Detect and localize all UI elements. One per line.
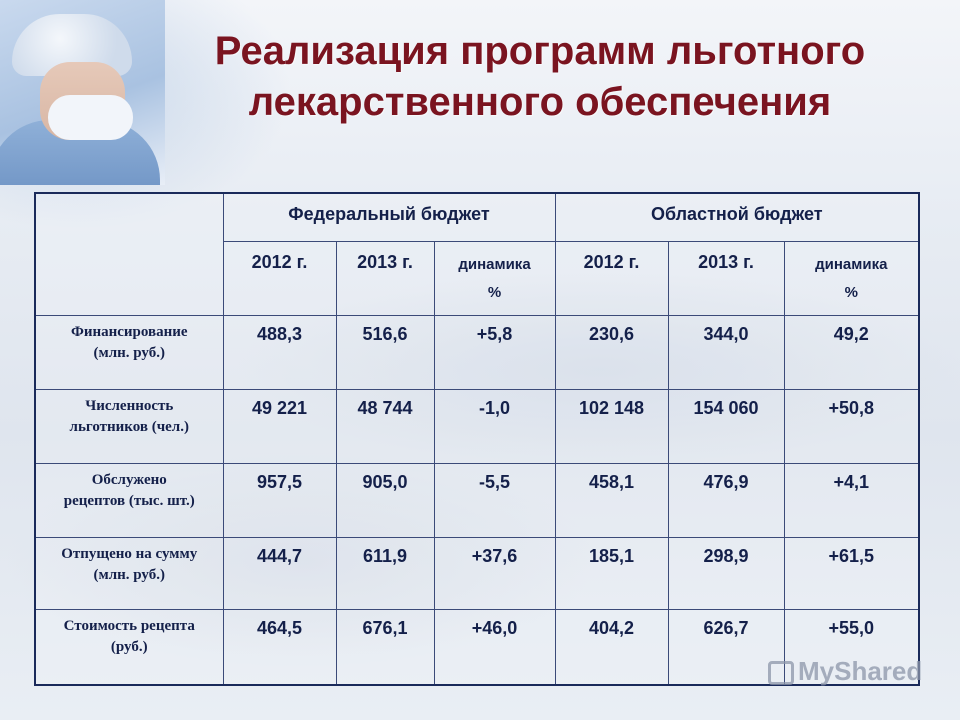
cell-regional-2012: 458,1	[554, 462, 669, 538]
regional-year-2013: 2013 г.	[667, 240, 785, 316]
row-label-line1: Отпущено на сумму	[61, 545, 198, 562]
federal-year-2013: 2013 г.	[335, 240, 435, 316]
table-row: Численность льготников (чел.) 49 221 48 …	[34, 388, 920, 464]
federal-dynamics-header: динамика %	[433, 240, 556, 316]
row-label-line2: льготников (чел.)	[69, 418, 189, 435]
row-label-line1: Финансирование	[70, 323, 188, 340]
federal-budget-header: Федеральный бюджет	[222, 192, 556, 242]
table-row: Обслужено рецептов (тыс. шт.) 957,5 905,…	[34, 462, 920, 538]
cell-regional-dynamics: +61,5	[783, 536, 920, 610]
table-row: Стоимость рецепта (руб.) 464,5 676,1 +46…	[34, 608, 920, 686]
header-row-years: 2012 г. 2013 г. динамика % 2012 г. 2013 …	[35, 240, 920, 316]
row-label-line1: Численность	[85, 397, 174, 414]
percent-label: %	[487, 283, 502, 301]
cell-federal-2012: 957,5	[222, 462, 337, 538]
regional-year-2012: 2012 г.	[554, 240, 669, 316]
table-row: Отпущено на сумму (млн. руб.) 444,7 611,…	[34, 536, 920, 610]
percent-label: %	[844, 283, 858, 301]
cell-federal-2012: 488,3	[222, 314, 337, 390]
cell-federal-2013: 48 744	[335, 388, 435, 464]
cell-federal-dynamics: -1,0	[433, 388, 556, 464]
row-label: Обслужено рецептов (тыс. шт.)	[34, 462, 224, 538]
cell-regional-2013: 298,9	[667, 536, 785, 610]
cell-regional-dynamics: +4,1	[783, 462, 920, 538]
cell-federal-2013: 611,9	[335, 536, 435, 610]
surgeon-photo	[0, 0, 165, 185]
row-label-line2: (млн. руб.)	[93, 566, 165, 583]
dynamics-label: динамика	[458, 255, 531, 273]
dynamics-label: динамика	[815, 255, 888, 273]
cell-federal-dynamics: +5,8	[433, 314, 556, 390]
cell-federal-dynamics: -5,5	[433, 462, 556, 538]
cell-regional-dynamics: +50,8	[783, 388, 920, 464]
corner-cell	[34, 192, 224, 316]
row-label: Численность льготников (чел.)	[34, 388, 224, 464]
cell-regional-2013: 344,0	[667, 314, 785, 390]
cell-federal-2013: 905,0	[335, 462, 435, 538]
row-label-line2: рецептов (тыс. шт.)	[63, 492, 195, 509]
watermark-text: MyShared	[798, 656, 923, 686]
row-label: Отпущено на сумму (млн. руб.)	[34, 536, 224, 610]
cell-regional-dynamics: +55,0	[783, 608, 920, 686]
cell-regional-2012: 404,2	[554, 608, 669, 686]
cell-federal-dynamics: +37,6	[433, 536, 556, 610]
cell-federal-2012: 49 221	[222, 388, 337, 464]
presentation-icon	[768, 661, 794, 686]
regional-dynamics-header: динамика %	[783, 240, 920, 316]
row-label: Финансирование (млн. руб.)	[34, 314, 224, 390]
regional-budget-header: Областной бюджет	[554, 192, 920, 242]
cell-regional-2012: 185,1	[554, 536, 669, 610]
row-label-line1: Обслужено	[91, 471, 167, 488]
cell-federal-dynamics: +46,0	[433, 608, 556, 686]
cell-regional-2013: 154 060	[667, 388, 785, 464]
watermark: MyShared	[768, 656, 922, 687]
row-label: Стоимость рецепта (руб.)	[34, 608, 224, 686]
row-label-line2: (руб.)	[110, 638, 148, 655]
row-label-line1: Стоимость рецепта	[63, 617, 195, 634]
cell-federal-2013: 676,1	[335, 608, 435, 686]
cell-regional-dynamics: 49,2	[783, 314, 920, 390]
federal-year-2012: 2012 г.	[222, 240, 337, 316]
cell-regional-2013: 626,7	[667, 608, 785, 686]
cell-regional-2012: 230,6	[554, 314, 669, 390]
cell-regional-2012: 102 148	[554, 388, 669, 464]
header-row-budget: Федеральный бюджет Областной бюджет	[34, 192, 920, 316]
table-row: Финансирование (млн. руб.) 488,3 516,6 +…	[34, 314, 920, 390]
slide-title: Реализация программ льготного лекарствен…	[214, 29, 866, 124]
benefits-table: Федеральный бюджет Областной бюджет 2012…	[34, 192, 921, 686]
cell-federal-2012: 464,5	[222, 608, 337, 686]
cell-regional-2013: 476,9	[667, 462, 785, 538]
cell-federal-2013: 516,6	[335, 314, 435, 390]
row-label-line2: (млн. руб.)	[93, 344, 165, 361]
cell-federal-2012: 444,7	[222, 536, 337, 610]
